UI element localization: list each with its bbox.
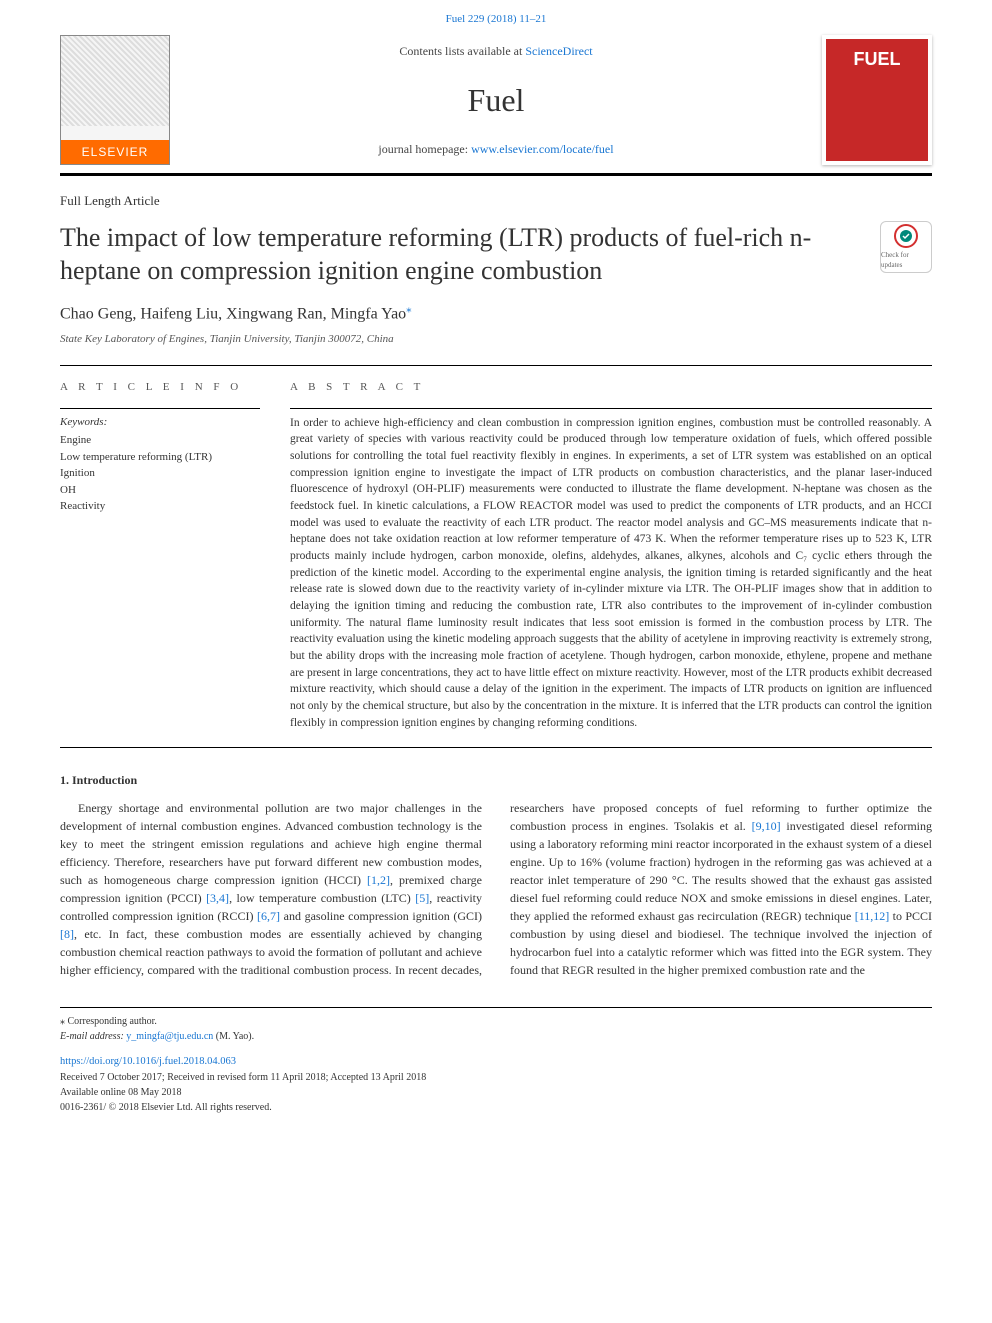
- info-rule-top: [60, 365, 932, 366]
- body-paragraph: Energy shortage and environmental pollut…: [60, 799, 932, 979]
- abstract-label: A B S T R A C T: [290, 380, 932, 395]
- body-text: investigated diesel reforming using a la…: [510, 819, 932, 923]
- citation-ref[interactable]: [1,2]: [367, 873, 390, 887]
- keyword: Ignition: [60, 465, 260, 482]
- contents-line: Contents lists available at ScienceDirec…: [170, 43, 822, 60]
- homepage-line: journal homepage: www.elsevier.com/locat…: [170, 141, 822, 158]
- abstract-text: In order to achieve high-efficiency and …: [290, 415, 932, 732]
- body-text: , low temperature combustion (LTC): [229, 891, 415, 905]
- available-online: Available online 08 May 2018: [60, 1085, 932, 1100]
- masthead: ELSEVIER Contents lists available at Sci…: [0, 35, 992, 165]
- email-label: E-mail address:: [60, 1031, 126, 1042]
- section-heading: 1. Introduction: [60, 772, 932, 789]
- copyright: 0016-2361/ © 2018 Elsevier Ltd. All righ…: [60, 1100, 932, 1115]
- introduction-section: 1. Introduction Energy shortage and envi…: [60, 772, 932, 979]
- keywords-list: Engine Low temperature reforming (LTR) I…: [60, 432, 260, 515]
- keywords-heading: Keywords:: [60, 415, 260, 430]
- running-head: Fuel 229 (2018) 11–21: [0, 0, 992, 35]
- keyword: Low temperature reforming (LTR): [60, 449, 260, 466]
- journal-name: Fuel: [170, 78, 822, 123]
- body-columns: Energy shortage and environmental pollut…: [60, 799, 932, 979]
- affiliation: State Key Laboratory of Engines, Tianjin…: [60, 332, 932, 347]
- keyword: Reactivity: [60, 498, 260, 515]
- masthead-center: Contents lists available at ScienceDirec…: [170, 43, 822, 157]
- body-text: and gasoline compression ignition (GCI): [280, 909, 482, 923]
- article-history: Received 7 October 2017; Received in rev…: [60, 1070, 932, 1085]
- article-info-label: A R T I C L E I N F O: [60, 380, 260, 395]
- footnotes: ⁎ Corresponding author. E-mail address: …: [60, 1007, 932, 1115]
- crossmark-label: Check for updates: [881, 251, 931, 271]
- doi-link[interactable]: https://doi.org/10.1016/j.fuel.2018.04.0…: [60, 1056, 236, 1067]
- contents-prefix: Contents lists available at: [399, 44, 525, 58]
- cover-title: FUEL: [854, 49, 901, 69]
- email-attribution: (M. Yao).: [213, 1031, 254, 1042]
- citation-ref[interactable]: [3,4]: [206, 891, 229, 905]
- sciencedirect-link[interactable]: ScienceDirect: [525, 44, 592, 58]
- corresponding-marker: ⁎: [406, 303, 412, 315]
- citation-ref[interactable]: [11,12]: [855, 909, 890, 923]
- publisher-name: ELSEVIER: [61, 140, 169, 165]
- masthead-rule: [60, 173, 932, 176]
- citation-ref[interactable]: [9,10]: [752, 819, 781, 833]
- article-type: Full Length Article: [60, 192, 932, 210]
- article-title: The impact of low temperature reforming …: [60, 221, 860, 289]
- crossmark-badge[interactable]: Check for updates: [880, 221, 932, 273]
- elsevier-tree-icon: [61, 36, 169, 126]
- citation-ref[interactable]: [8]: [60, 927, 74, 941]
- homepage-link[interactable]: www.elsevier.com/locate/fuel: [471, 142, 614, 156]
- corresponding-note: ⁎ Corresponding author.: [60, 1014, 932, 1029]
- email-line: E-mail address: y_mingfa@tju.edu.cn (M. …: [60, 1029, 932, 1044]
- publisher-logo: ELSEVIER: [60, 35, 170, 165]
- author-list: Chao Geng, Haifeng Liu, Xingwang Ran, Mi…: [60, 306, 406, 323]
- citation-ref[interactable]: [6,7]: [257, 909, 280, 923]
- abstract-rule: [290, 408, 932, 409]
- citation-link[interactable]: Fuel 229 (2018) 11–21: [446, 13, 547, 25]
- article-info-column: A R T I C L E I N F O Keywords: Engine L…: [60, 380, 260, 731]
- citation-ref[interactable]: [5]: [415, 891, 429, 905]
- keyword: Engine: [60, 432, 260, 449]
- keyword: OH: [60, 482, 260, 499]
- crossmark-icon: [893, 223, 919, 249]
- authors: Chao Geng, Haifeng Liu, Xingwang Ran, Mi…: [60, 302, 932, 326]
- email-link[interactable]: y_mingfa@tju.edu.cn: [126, 1031, 213, 1042]
- journal-cover: FUEL: [822, 35, 932, 165]
- info-rule-bottom: [60, 747, 932, 748]
- kw-rule: [60, 408, 260, 409]
- abstract-column: A B S T R A C T In order to achieve high…: [290, 380, 932, 731]
- homepage-prefix: journal homepage:: [378, 142, 471, 156]
